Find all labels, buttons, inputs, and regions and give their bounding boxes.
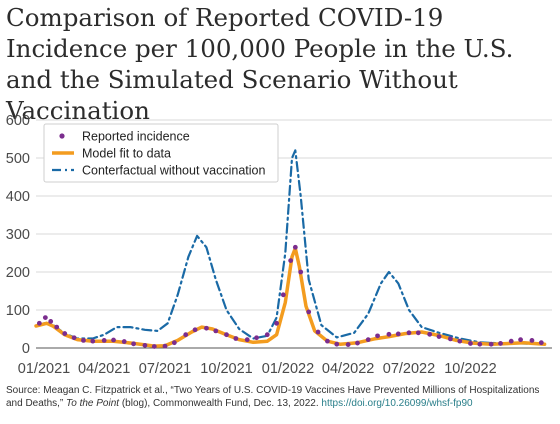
reported-point	[162, 343, 168, 349]
reported-point	[264, 332, 270, 338]
legend-label: Model fit to data	[82, 147, 171, 161]
x-tick-label: 01/2022	[262, 361, 314, 377]
reported-point	[280, 292, 286, 298]
reported-point	[395, 331, 401, 337]
reported-point	[204, 325, 209, 331]
x-tick-label: 07/2022	[383, 361, 435, 377]
source-note: Source: Meagan C. Fitzpatrick et al., “T…	[6, 384, 556, 410]
reported-point	[121, 339, 127, 344]
y-tick-label: 500	[6, 151, 30, 167]
x-tick-label: 04/2022	[322, 361, 374, 377]
source-doi-link[interactable]: https://doi.org/10.26099/whsf-fp90	[321, 398, 473, 409]
x-tick-label: 10/2022	[444, 361, 496, 377]
reported-point	[213, 328, 219, 334]
reported-point	[355, 340, 360, 346]
y-tick-label: 400	[6, 189, 30, 205]
reported-point	[406, 330, 412, 336]
reported-point	[325, 338, 330, 344]
reported-point	[192, 327, 198, 333]
reported-point	[42, 315, 48, 320]
reported-point	[101, 338, 107, 343]
grid-lines	[36, 119, 552, 349]
legend-label: Reported incidence	[82, 130, 190, 144]
reported-point	[477, 341, 483, 347]
y-tick-label: 600	[6, 113, 30, 129]
legend-label: Conterfactual without vaccination	[82, 164, 265, 178]
chart-svg: 0 100 200 300 400 500 600 01/2021 04/2021 07/202…	[6, 113, 552, 377]
reported-point	[508, 338, 514, 344]
reported-point	[183, 332, 189, 338]
reported-point	[298, 269, 304, 275]
reported-point	[111, 337, 116, 343]
reported-point	[488, 341, 494, 347]
y-tick-label: 300	[6, 227, 30, 243]
x-tick-label: 01/2021	[18, 361, 70, 377]
y-tick-label: 0	[22, 341, 30, 357]
reported-point	[54, 324, 60, 330]
reported-point	[436, 334, 442, 339]
reported-point	[151, 344, 157, 349]
reported-point	[171, 340, 177, 346]
reported-point	[427, 331, 433, 337]
reported-point	[529, 338, 535, 343]
reported-point	[457, 338, 463, 344]
y-tick-label: 100	[6, 303, 30, 319]
reported-point	[48, 319, 54, 324]
reported-point	[375, 333, 380, 339]
legend: Reported incidence Model fit to data Conte…	[43, 123, 279, 183]
counterfactual-line	[34, 149, 546, 346]
reported-point	[81, 338, 86, 343]
reported-point	[233, 336, 239, 341]
reported-point	[274, 320, 280, 326]
reported-point	[62, 331, 68, 336]
reported-point	[498, 341, 503, 346]
source-publication: To the Point	[66, 398, 120, 409]
x-tick-label: 04/2021	[78, 361, 130, 377]
source-text-1: Source: Meagan C. Fitzpatrick et al., “T…	[6, 385, 540, 409]
y-axis-ticks: 0 100 200 300 400 500 600	[6, 113, 30, 357]
reported-point	[71, 335, 77, 341]
reported-point	[224, 332, 229, 338]
reported-point	[345, 342, 351, 347]
x-tick-label: 10/2021	[200, 361, 252, 377]
chart-title: Comparison of Reported COVID-19 Incidenc…	[6, 3, 514, 125]
reported-point	[306, 309, 312, 315]
x-axis-ticks: 01/2021 04/2021 07/2021 10/2021 01/2022 04/20…	[18, 361, 497, 377]
reported-point	[142, 342, 148, 348]
reported-point	[36, 320, 42, 326]
reported-point	[90, 338, 96, 344]
reported-point	[334, 341, 340, 347]
reported-point	[448, 336, 453, 342]
reported-point	[131, 341, 136, 347]
x-tick-label: 07/2021	[139, 361, 191, 377]
reported-point	[386, 331, 392, 337]
reported-point	[468, 341, 473, 346]
reported-incidence-points	[36, 244, 544, 349]
reported-point	[288, 258, 294, 263]
legend-box	[43, 123, 279, 183]
reported-point	[365, 337, 371, 343]
reported-point	[254, 335, 259, 341]
reported-point	[244, 337, 250, 343]
model-fit-line	[34, 246, 547, 348]
legend-swatch-reported	[59, 133, 65, 139]
reported-point	[315, 329, 321, 335]
reported-point	[292, 244, 298, 250]
reported-point	[518, 337, 523, 343]
source-text-2: (blog), Commonwealth Fund, Dec. 13, 2022…	[119, 398, 322, 409]
reported-point	[538, 340, 544, 346]
reported-point	[415, 330, 421, 336]
series-layer	[34, 149, 547, 349]
y-tick-label: 200	[6, 265, 30, 281]
